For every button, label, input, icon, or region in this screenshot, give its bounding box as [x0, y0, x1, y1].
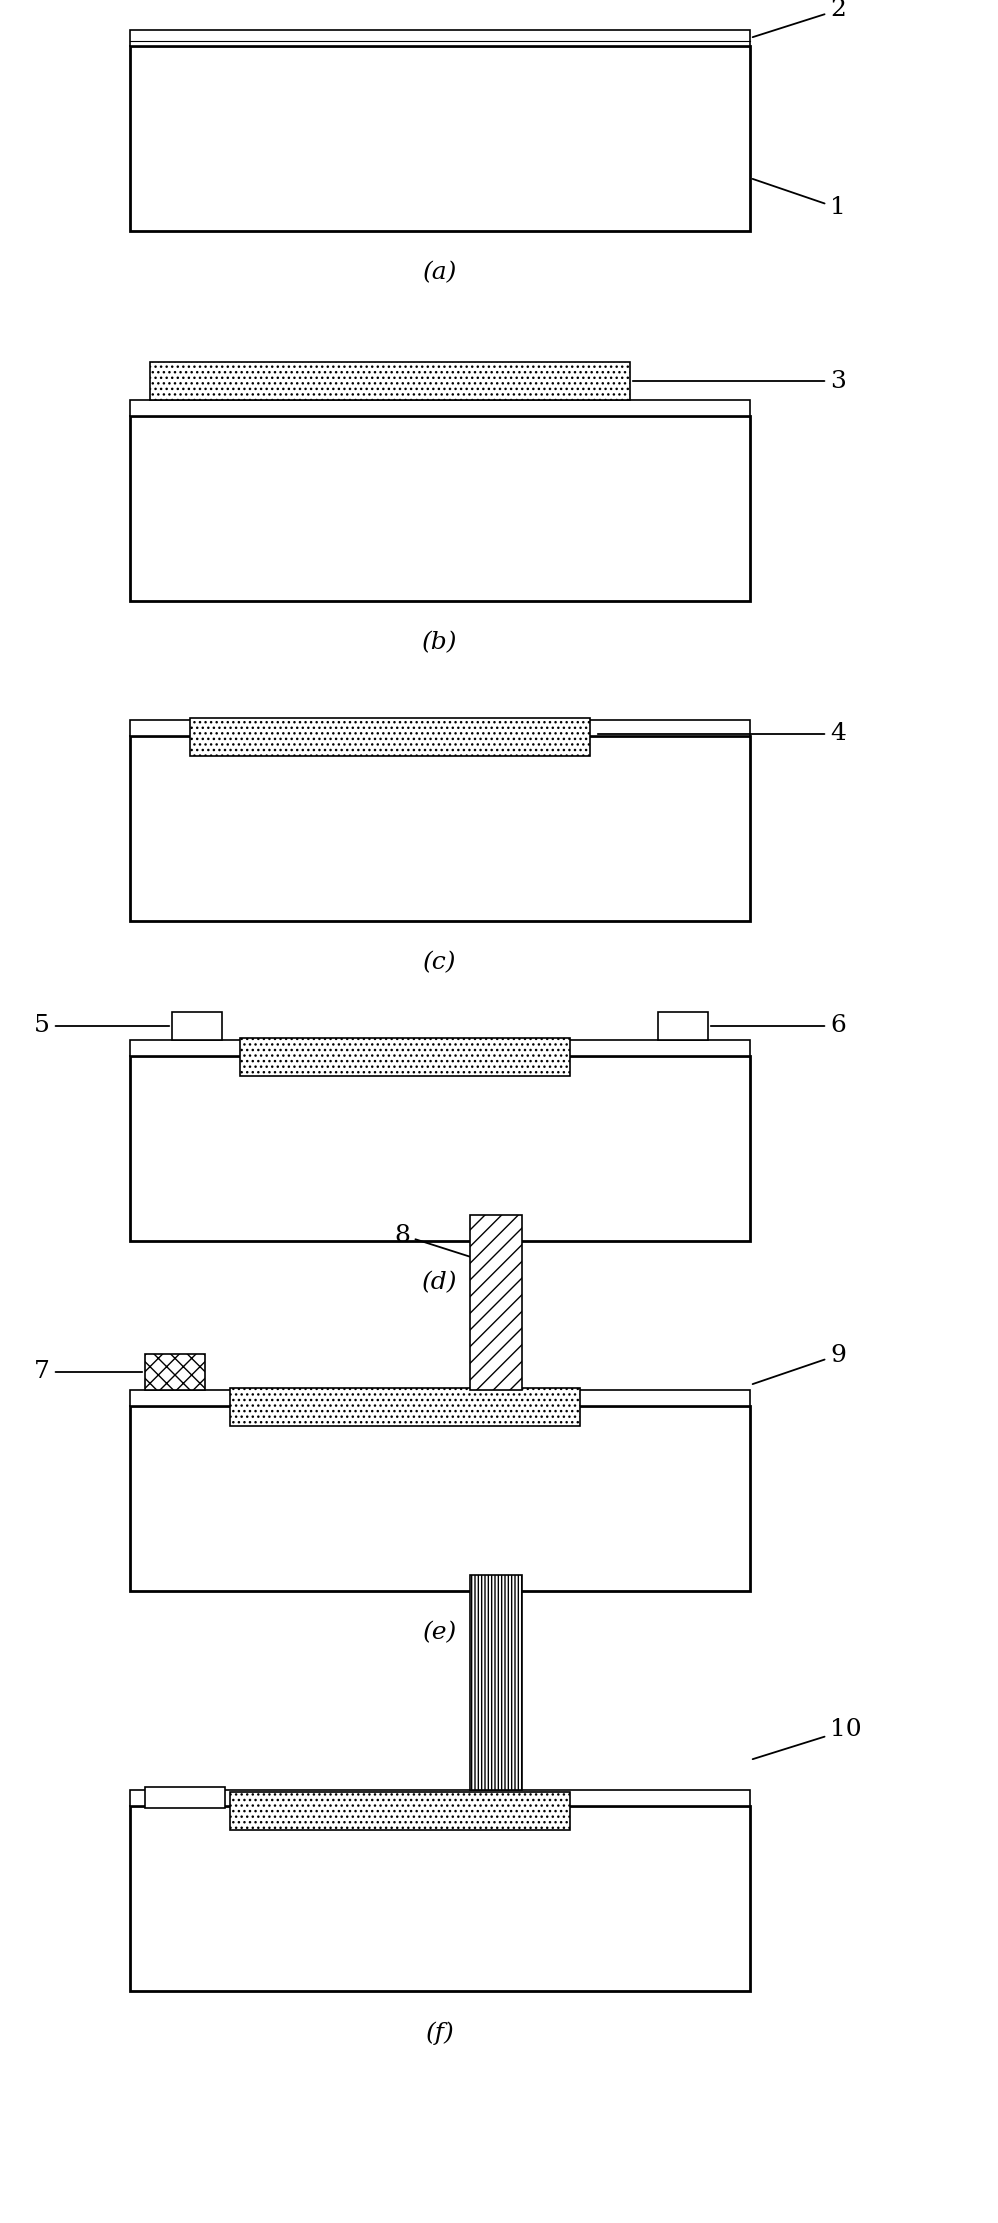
Text: 9: 9	[752, 1343, 846, 1385]
Text: 7: 7	[34, 1360, 143, 1383]
Bar	[230, 1387, 580, 1425]
Bar	[130, 1805, 750, 1992]
Bar	[130, 1790, 750, 1805]
Text: (a): (a)	[423, 260, 457, 285]
Bar	[145, 1787, 225, 1807]
Bar	[130, 1040, 750, 1056]
Text: (f): (f)	[425, 2021, 454, 2045]
Text: (d): (d)	[422, 1272, 458, 1294]
Bar	[130, 720, 750, 736]
Bar	[145, 1354, 205, 1389]
Text: (b): (b)	[422, 631, 458, 654]
Text: 6: 6	[711, 1014, 846, 1038]
Text: 1: 1	[752, 178, 845, 220]
Bar	[130, 1405, 750, 1592]
Bar	[172, 1011, 222, 1040]
Text: 3: 3	[633, 369, 846, 393]
Bar	[230, 1792, 570, 1830]
Bar	[470, 1216, 522, 1389]
Text: (e): (e)	[423, 1621, 457, 1645]
Bar	[130, 400, 750, 416]
Text: 4: 4	[598, 722, 846, 745]
Text: (c): (c)	[423, 951, 457, 974]
Bar	[130, 1389, 750, 1405]
Bar	[130, 416, 750, 600]
Text: 8: 8	[394, 1223, 493, 1265]
Bar	[190, 718, 590, 756]
Bar	[130, 47, 750, 231]
Bar	[130, 29, 750, 47]
Bar	[130, 1056, 750, 1240]
Bar	[658, 1011, 708, 1040]
Bar	[240, 1038, 570, 1076]
Bar	[470, 1576, 522, 1790]
Text: 5: 5	[34, 1014, 170, 1038]
Text: 2: 2	[752, 0, 846, 38]
Bar	[130, 736, 750, 920]
Bar	[150, 362, 630, 400]
Text: 10: 10	[752, 1718, 861, 1758]
